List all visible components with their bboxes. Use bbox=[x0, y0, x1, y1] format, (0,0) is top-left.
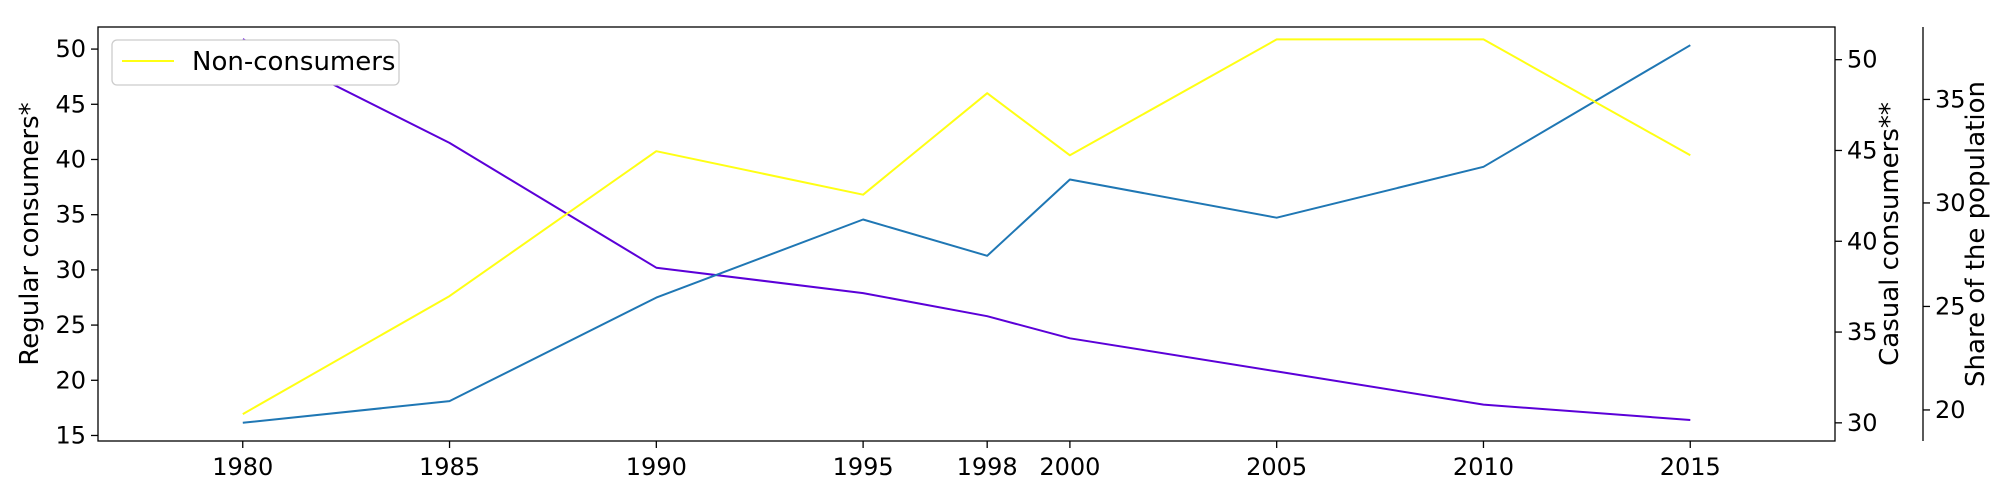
plot-area bbox=[97, 26, 1836, 442]
right1-tick-label: 45 bbox=[1847, 136, 1878, 164]
right2-tick-label: 30 bbox=[1935, 189, 1966, 217]
x-tick-label: 2015 bbox=[1660, 453, 1721, 481]
x-tick-label: 1980 bbox=[212, 453, 273, 481]
series-line-right1 bbox=[242, 44, 1691, 424]
right2-axis-label: Share of the population bbox=[1961, 81, 1991, 387]
right1-tick-label: 35 bbox=[1847, 318, 1878, 346]
right1-tick-label: 50 bbox=[1847, 46, 1878, 74]
right1-axis-label: Casual consumers** bbox=[1875, 102, 1905, 366]
x-tick-label: 1995 bbox=[833, 453, 894, 481]
left-tick-label: 30 bbox=[55, 256, 86, 284]
legend: Non-consumers bbox=[111, 39, 400, 86]
right2-tick-label: 35 bbox=[1935, 85, 1966, 113]
right2-tick-label: 25 bbox=[1935, 292, 1966, 320]
left-tick-label: 25 bbox=[55, 311, 86, 339]
right2-tick-label: 20 bbox=[1935, 396, 1966, 424]
left-tick-label: 40 bbox=[55, 145, 86, 173]
x-tick-label: 2005 bbox=[1246, 453, 1307, 481]
x-tick-label: 1998 bbox=[957, 453, 1018, 481]
series-line-left bbox=[242, 38, 1691, 421]
x-tick-label: 1985 bbox=[419, 453, 480, 481]
right1-tick-label: 30 bbox=[1847, 409, 1878, 437]
left-tick-label: 50 bbox=[55, 35, 86, 63]
left-tick-label: 45 bbox=[55, 90, 86, 118]
left-tick-label: 35 bbox=[55, 201, 86, 229]
legend-label-non-consumers: Non-consumers bbox=[192, 47, 395, 77]
left-axis-label: Regular consumers* bbox=[15, 102, 45, 365]
right1-tick-label: 40 bbox=[1847, 227, 1878, 255]
x-tick-label: 1990 bbox=[626, 453, 687, 481]
legend-box bbox=[111, 39, 400, 86]
left-tick-label: 15 bbox=[55, 421, 86, 449]
x-tick-label: 2010 bbox=[1453, 453, 1514, 481]
x-tick-label: 2000 bbox=[1039, 453, 1100, 481]
series-line-non-consumers bbox=[242, 38, 1691, 415]
left-tick-label: 20 bbox=[55, 366, 86, 394]
